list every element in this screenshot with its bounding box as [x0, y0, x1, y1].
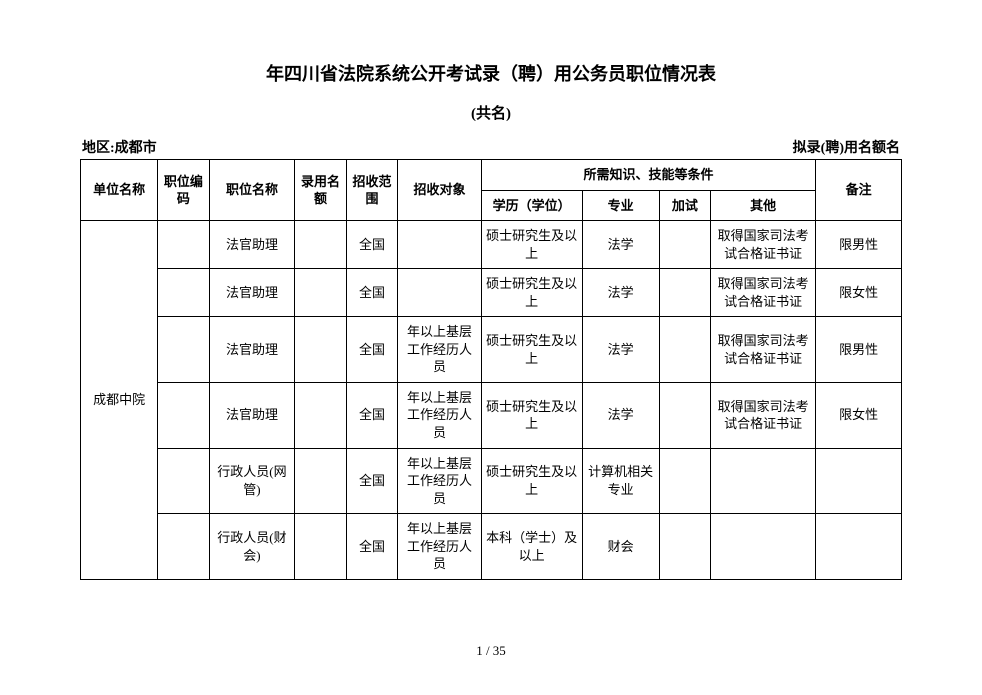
cell-extra-exam: [659, 317, 710, 383]
cell-edu: 硕士研究生及以上: [481, 448, 582, 514]
cell-code: [158, 221, 209, 269]
cell-target: [398, 269, 482, 317]
cell-code: [158, 448, 209, 514]
cell-target: 年以上基层工作经历人员: [398, 514, 482, 580]
cell-target: 年以上基层工作经历人员: [398, 382, 482, 448]
cell-remark: [816, 514, 902, 580]
cell-extra-exam: [659, 269, 710, 317]
cell-other: [711, 514, 816, 580]
cell-other: 取得国家司法考试合格证书证: [711, 317, 816, 383]
cell-hire-quota: [295, 317, 346, 383]
meta-row: 地区:成都市 拟录(聘)用名额名: [80, 137, 902, 157]
region-label: 地区:成都市: [82, 137, 157, 157]
cell-edu: 硕士研究生及以上: [481, 382, 582, 448]
cell-target: 年以上基层工作经历人员: [398, 448, 482, 514]
th-unit: 单位名称: [81, 160, 158, 221]
cell-other: 取得国家司法考试合格证书证: [711, 269, 816, 317]
page-title: 年四川省法院系统公开考试录（聘）用公务员职位情况表: [80, 60, 902, 86]
th-code: 职位编码: [158, 160, 209, 221]
cell-scope: 全国: [346, 382, 397, 448]
table-row: 法官助理 全国 硕士研究生及以上法学 取得国家司法考试合格证书证限女性: [81, 269, 902, 317]
cell-code: [158, 317, 209, 383]
th-position: 职位名称: [209, 160, 295, 221]
page-subtitle: (共名): [80, 102, 902, 123]
cell-hire-quota: [295, 448, 346, 514]
cell-code: [158, 382, 209, 448]
cell-hire-quota: [295, 382, 346, 448]
th-major: 专业: [582, 190, 659, 221]
cell-extra-exam: [659, 382, 710, 448]
table-row: 行政人员(网管) 全国年以上基层工作经历人员硕士研究生及以上计算机相关专业: [81, 448, 902, 514]
cell-edu: 硕士研究生及以上: [481, 221, 582, 269]
cell-other: 取得国家司法考试合格证书证: [711, 382, 816, 448]
cell-code: [158, 514, 209, 580]
cell-major: 法学: [582, 382, 659, 448]
cell-extra-exam: [659, 448, 710, 514]
cell-scope: 全国: [346, 514, 397, 580]
cell-edu: 硕士研究生及以上: [481, 317, 582, 383]
cell-position: 法官助理: [209, 382, 295, 448]
cell-remark: 限男性: [816, 317, 902, 383]
positions-table: 单位名称 职位编码 职位名称 录用名额 招收范围 招收对象 所需知识、技能等条件…: [80, 159, 902, 580]
table-row: 成都中院法官助理全国硕士研究生及以上法学取得国家司法考试合格证书证限男性: [81, 221, 902, 269]
cell-major: 法学: [582, 317, 659, 383]
cell-target: [398, 221, 482, 269]
cell-scope: 全国: [346, 269, 397, 317]
cell-extra-exam: [659, 514, 710, 580]
cell-edu: 硕士研究生及以上: [481, 269, 582, 317]
cell-other: 取得国家司法考试合格证书证: [711, 221, 816, 269]
th-extra-exam: 加试: [659, 190, 710, 221]
cell-remark: 限女性: [816, 382, 902, 448]
table-row: 法官助理全国年以上基层工作经历人员硕士研究生及以上法学取得国家司法考试合格证书证…: [81, 382, 902, 448]
cell-remark: 限男性: [816, 221, 902, 269]
table-row: 法官助理全国年以上基层工作经历人员硕士研究生及以上法学取得国家司法考试合格证书证…: [81, 317, 902, 383]
cell-hire-quota: [295, 514, 346, 580]
cell-major: 法学: [582, 221, 659, 269]
cell-remark: 限女性: [816, 269, 902, 317]
th-recruit-scope: 招收范围: [346, 160, 397, 221]
cell-hire-quota: [295, 221, 346, 269]
th-req-group: 所需知识、技能等条件: [481, 160, 815, 191]
cell-hire-quota: [295, 269, 346, 317]
quota-label: 拟录(聘)用名额名: [793, 137, 900, 157]
page-footer: 1 / 35: [0, 643, 982, 659]
cell-unit: 成都中院: [81, 221, 158, 580]
th-hire-quota: 录用名额: [295, 160, 346, 221]
cell-position: 法官助理: [209, 269, 295, 317]
document-page: 年四川省法院系统公开考试录（聘）用公务员职位情况表 (共名) 地区:成都市 拟录…: [0, 0, 982, 580]
table-header: 单位名称 职位编码 职位名称 录用名额 招收范围 招收对象 所需知识、技能等条件…: [81, 160, 902, 221]
th-edu: 学历（学位）: [481, 190, 582, 221]
cell-other: [711, 448, 816, 514]
cell-remark: [816, 448, 902, 514]
table-row: 行政人员(财会) 全国年以上基层工作经历人员本科（学士）及以上财会: [81, 514, 902, 580]
cell-code: [158, 269, 209, 317]
cell-position: 行政人员(网管): [209, 448, 295, 514]
cell-edu: 本科（学士）及以上: [481, 514, 582, 580]
cell-position: 法官助理: [209, 221, 295, 269]
cell-scope: 全国: [346, 221, 397, 269]
cell-target: 年以上基层工作经历人员: [398, 317, 482, 383]
cell-scope: 全国: [346, 448, 397, 514]
cell-position: 行政人员(财会): [209, 514, 295, 580]
th-other: 其他: [711, 190, 816, 221]
cell-extra-exam: [659, 221, 710, 269]
th-recruit-target: 招收对象: [398, 160, 482, 221]
cell-major: 财会: [582, 514, 659, 580]
cell-position: 法官助理: [209, 317, 295, 383]
cell-major: 计算机相关专业: [582, 448, 659, 514]
cell-major: 法学: [582, 269, 659, 317]
cell-scope: 全国: [346, 317, 397, 383]
th-remark: 备注: [816, 160, 902, 221]
table-body: 成都中院法官助理全国硕士研究生及以上法学取得国家司法考试合格证书证限男性法官助理…: [81, 221, 902, 580]
